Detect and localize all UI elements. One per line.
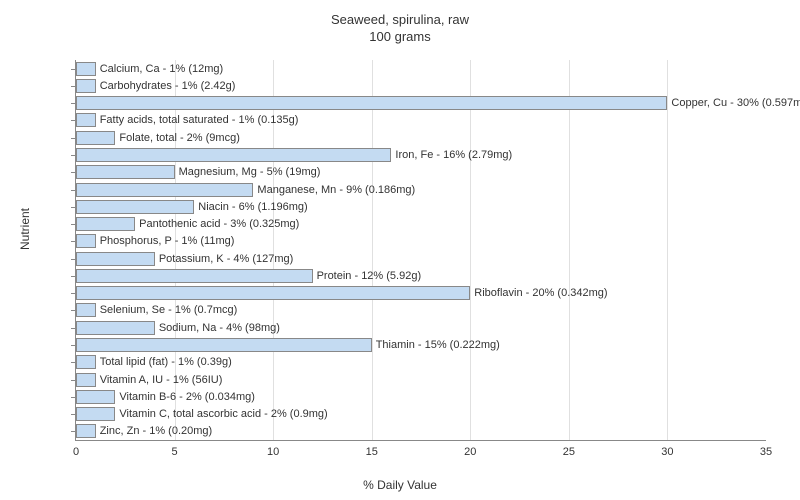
- nutrient-bar: Protein - 12% (5.92g): [76, 269, 313, 283]
- y-tick: [71, 207, 75, 208]
- y-tick: [71, 190, 75, 191]
- x-tick-label: 5: [172, 446, 178, 458]
- nutrient-bar-label: Magnesium, Mg - 5% (19mg): [174, 166, 321, 178]
- nutrient-bar: Carbohydrates - 1% (2.42g): [76, 79, 96, 93]
- x-tick-label: 30: [661, 446, 673, 458]
- nutrient-bar-label: Niacin - 6% (1.196mg): [193, 201, 307, 213]
- y-tick: [71, 276, 75, 277]
- x-tick-label: 35: [760, 446, 772, 458]
- nutrient-bar-label: Fatty acids, total saturated - 1% (0.135…: [95, 114, 299, 126]
- nutrient-bar-label: Vitamin C, total ascorbic acid - 2% (0.9…: [114, 408, 327, 420]
- x-tick-label: 15: [366, 446, 378, 458]
- plot-area: 05101520253035Calcium, Ca - 1% (12mg)Car…: [75, 60, 766, 441]
- x-axis-label: % Daily Value: [363, 478, 437, 492]
- nutrient-bar: Selenium, Se - 1% (0.7mcg): [76, 303, 96, 317]
- y-tick: [71, 69, 75, 70]
- nutrient-bar: Total lipid (fat) - 1% (0.39g): [76, 355, 96, 369]
- nutrient-bar-label: Iron, Fe - 16% (2.79mg): [390, 149, 512, 161]
- y-tick: [71, 397, 75, 398]
- nutrient-bar: Vitamin A, IU - 1% (56IU): [76, 373, 96, 387]
- y-tick: [71, 362, 75, 363]
- y-tick: [71, 172, 75, 173]
- gridline: [667, 60, 668, 440]
- nutrient-bar: Calcium, Ca - 1% (12mg): [76, 62, 96, 76]
- x-tick-label: 25: [563, 446, 575, 458]
- gridline: [470, 60, 471, 440]
- y-axis-label: Nutrient: [18, 208, 32, 250]
- nutrient-bar: Thiamin - 15% (0.222mg): [76, 338, 372, 352]
- chart-title: Seaweed, spirulina, raw 100 grams: [0, 0, 800, 46]
- chart-container: Seaweed, spirulina, raw 100 grams Nutrie…: [0, 0, 800, 500]
- y-tick: [71, 310, 75, 311]
- nutrient-bar-label: Vitamin A, IU - 1% (56IU): [95, 374, 223, 386]
- nutrient-bar-label: Potassium, K - 4% (127mg): [154, 253, 294, 265]
- nutrient-bar-label: Phosphorus, P - 1% (11mg): [95, 235, 235, 247]
- nutrient-bar: Pantothenic acid - 3% (0.325mg): [76, 217, 135, 231]
- nutrient-bar-label: Folate, total - 2% (9mcg): [114, 132, 239, 144]
- nutrient-bar-label: Pantothenic acid - 3% (0.325mg): [134, 218, 299, 230]
- nutrient-bar-label: Thiamin - 15% (0.222mg): [371, 339, 500, 351]
- gridline: [569, 60, 570, 440]
- title-line1: Seaweed, spirulina, raw: [331, 12, 469, 27]
- nutrient-bar-label: Vitamin B-6 - 2% (0.034mg): [114, 391, 255, 403]
- y-tick: [71, 345, 75, 346]
- nutrient-bar: Vitamin C, total ascorbic acid - 2% (0.9…: [76, 407, 115, 421]
- nutrient-bar-label: Selenium, Se - 1% (0.7mcg): [95, 304, 238, 316]
- nutrient-bar: Phosphorus, P - 1% (11mg): [76, 234, 96, 248]
- nutrient-bar: Sodium, Na - 4% (98mg): [76, 321, 155, 335]
- y-tick: [71, 224, 75, 225]
- nutrient-bar: Zinc, Zn - 1% (0.20mg): [76, 424, 96, 438]
- nutrient-bar-label: Protein - 12% (5.92g): [312, 270, 422, 282]
- nutrient-bar: Vitamin B-6 - 2% (0.034mg): [76, 390, 115, 404]
- title-line2: 100 grams: [369, 29, 430, 44]
- y-tick: [71, 431, 75, 432]
- nutrient-bar-label: Calcium, Ca - 1% (12mg): [95, 63, 223, 75]
- nutrient-bar: Copper, Cu - 30% (0.597mg): [76, 96, 667, 110]
- nutrient-bar: Niacin - 6% (1.196mg): [76, 200, 194, 214]
- y-tick: [71, 155, 75, 156]
- nutrient-bar: Magnesium, Mg - 5% (19mg): [76, 165, 175, 179]
- x-tick-label: 20: [464, 446, 476, 458]
- nutrient-bar-label: Riboflavin - 20% (0.342mg): [469, 287, 607, 299]
- y-tick: [71, 259, 75, 260]
- y-tick: [71, 293, 75, 294]
- nutrient-bar-label: Carbohydrates - 1% (2.42g): [95, 80, 236, 92]
- y-tick: [71, 380, 75, 381]
- x-tick-label: 0: [73, 446, 79, 458]
- y-tick: [71, 241, 75, 242]
- nutrient-bar-label: Zinc, Zn - 1% (0.20mg): [95, 425, 212, 437]
- nutrient-bar-label: Manganese, Mn - 9% (0.186mg): [252, 184, 415, 196]
- nutrient-bar: Folate, total - 2% (9mcg): [76, 131, 115, 145]
- x-tick-label: 10: [267, 446, 279, 458]
- y-tick: [71, 103, 75, 104]
- nutrient-bar-label: Sodium, Na - 4% (98mg): [154, 322, 280, 334]
- nutrient-bar: Potassium, K - 4% (127mg): [76, 252, 155, 266]
- y-tick: [71, 86, 75, 87]
- y-tick: [71, 328, 75, 329]
- nutrient-bar: Manganese, Mn - 9% (0.186mg): [76, 183, 253, 197]
- gridline: [372, 60, 373, 440]
- nutrient-bar-label: Total lipid (fat) - 1% (0.39g): [95, 356, 232, 368]
- nutrient-bar: Iron, Fe - 16% (2.79mg): [76, 148, 391, 162]
- nutrient-bar-label: Copper, Cu - 30% (0.597mg): [666, 97, 800, 109]
- y-tick: [71, 414, 75, 415]
- y-tick: [71, 120, 75, 121]
- nutrient-bar: Riboflavin - 20% (0.342mg): [76, 286, 470, 300]
- nutrient-bar: Fatty acids, total saturated - 1% (0.135…: [76, 113, 96, 127]
- y-tick: [71, 138, 75, 139]
